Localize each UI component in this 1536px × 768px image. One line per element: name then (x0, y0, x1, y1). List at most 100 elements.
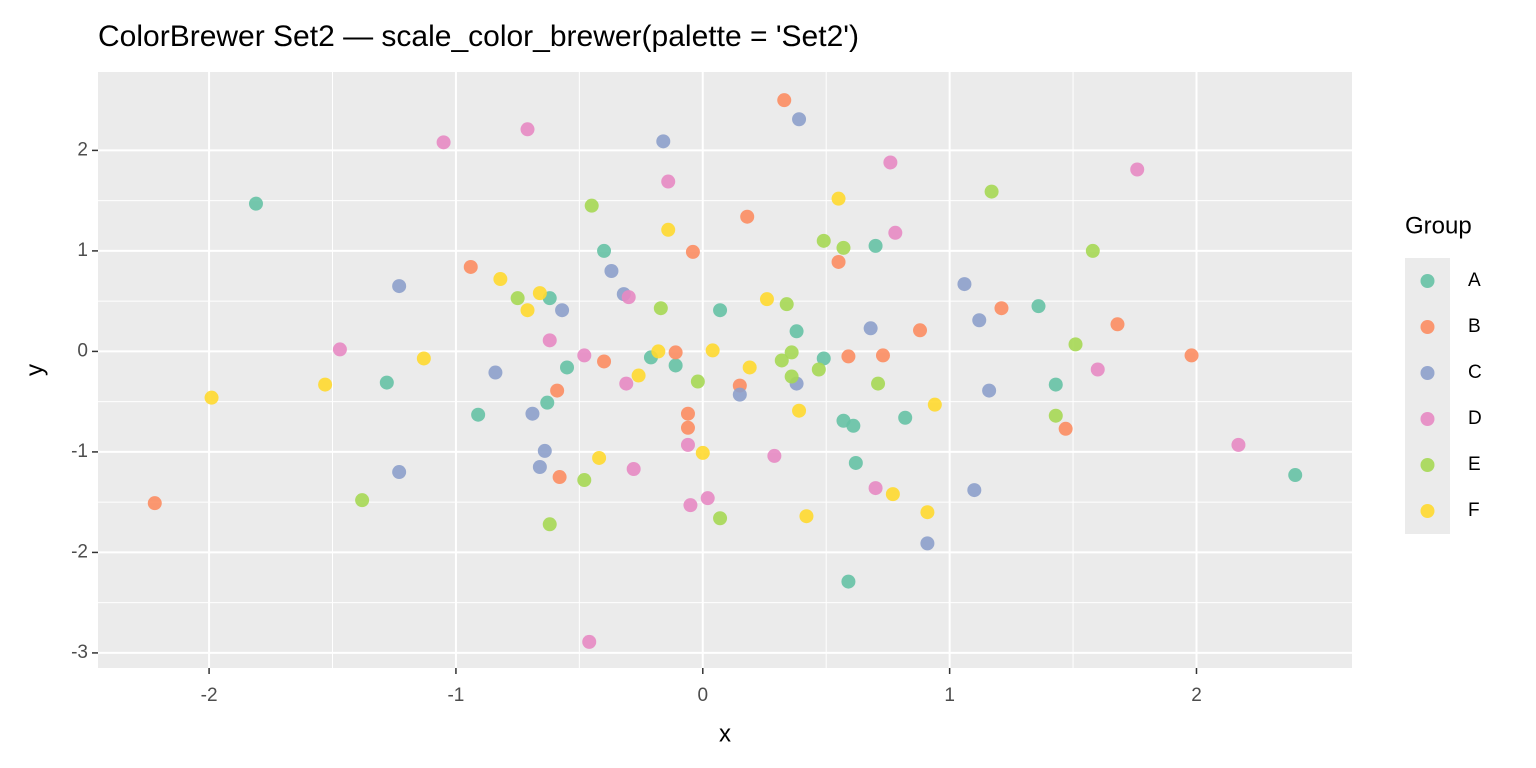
point (767, 448, 782, 463)
point (555, 303, 570, 318)
point (705, 343, 720, 358)
chart-title: ColorBrewer Set2 — scale_color_brewer(pa… (98, 20, 859, 53)
point (920, 536, 935, 551)
point (392, 279, 407, 294)
point (542, 333, 557, 348)
point (695, 445, 710, 460)
point (680, 420, 695, 435)
legend-key-background (1405, 258, 1450, 534)
x-tick-label: -1 (447, 685, 464, 706)
point (799, 509, 814, 524)
point (436, 135, 451, 150)
point (888, 225, 903, 240)
point (700, 491, 715, 506)
legend-label: B (1468, 316, 1481, 337)
point (631, 368, 646, 383)
point (488, 365, 503, 380)
point (868, 481, 883, 496)
point (520, 122, 535, 137)
x-tick-label: -2 (201, 685, 218, 706)
y-tick-label: -1 (71, 441, 88, 462)
point (967, 483, 982, 498)
x-axis-title: x (719, 720, 731, 747)
point (742, 360, 757, 375)
legend-marker (1420, 504, 1435, 518)
point (1130, 162, 1145, 177)
point (520, 303, 535, 318)
point (784, 345, 799, 360)
point (982, 383, 997, 398)
y-tick-label: 2 (77, 139, 88, 160)
point (898, 410, 913, 425)
legend-label: A (1468, 270, 1481, 291)
x-tick-label: 2 (1191, 685, 1202, 706)
x-tick-label: 0 (697, 685, 708, 706)
point (1058, 421, 1073, 436)
y-tick-label: -2 (71, 541, 88, 562)
point (920, 505, 935, 520)
point (661, 174, 676, 189)
point (841, 574, 856, 589)
point (560, 360, 575, 375)
point (204, 390, 219, 405)
point (792, 403, 807, 418)
point (774, 353, 789, 368)
point (972, 313, 987, 328)
legend-marker (1420, 412, 1435, 426)
point (332, 342, 347, 357)
point (957, 277, 972, 292)
point (784, 369, 799, 384)
legend-label: E (1468, 454, 1481, 475)
point (661, 222, 676, 237)
point (740, 209, 755, 224)
point (532, 459, 547, 474)
legend-marker (1420, 366, 1435, 380)
y-tick-label: -3 (71, 642, 88, 663)
y-tick-label: 0 (77, 340, 88, 361)
point (577, 348, 592, 363)
point (577, 473, 592, 488)
point (848, 455, 863, 470)
point (656, 134, 671, 149)
point (379, 375, 394, 390)
point (668, 358, 683, 373)
legend-label: D (1468, 408, 1482, 429)
point (1231, 437, 1246, 452)
point (994, 301, 1009, 316)
point (621, 290, 636, 305)
point (493, 272, 508, 287)
point (680, 406, 695, 421)
point (713, 303, 728, 318)
point (471, 407, 486, 422)
point (759, 292, 774, 307)
x-tick-label: 1 (944, 685, 955, 706)
point (1110, 317, 1125, 332)
legend-marker (1420, 458, 1435, 472)
point (1068, 337, 1083, 352)
point (875, 348, 890, 363)
point (713, 511, 728, 526)
y-tick-label: 1 (77, 240, 88, 261)
point (540, 395, 555, 410)
point (1031, 299, 1046, 314)
point (597, 354, 612, 369)
legend-label: F (1468, 500, 1480, 521)
point (789, 324, 804, 339)
point (1048, 377, 1063, 392)
y-axis-title: y (21, 364, 48, 376)
point (871, 376, 886, 391)
point (542, 517, 557, 532)
legend-marker (1420, 274, 1435, 288)
point (863, 321, 878, 336)
point (653, 301, 668, 316)
legend-marker (1420, 320, 1435, 334)
point (584, 198, 599, 213)
point (883, 155, 898, 170)
point (525, 406, 540, 421)
point (811, 362, 826, 377)
point (592, 450, 607, 465)
point (147, 496, 162, 511)
point (984, 184, 999, 199)
